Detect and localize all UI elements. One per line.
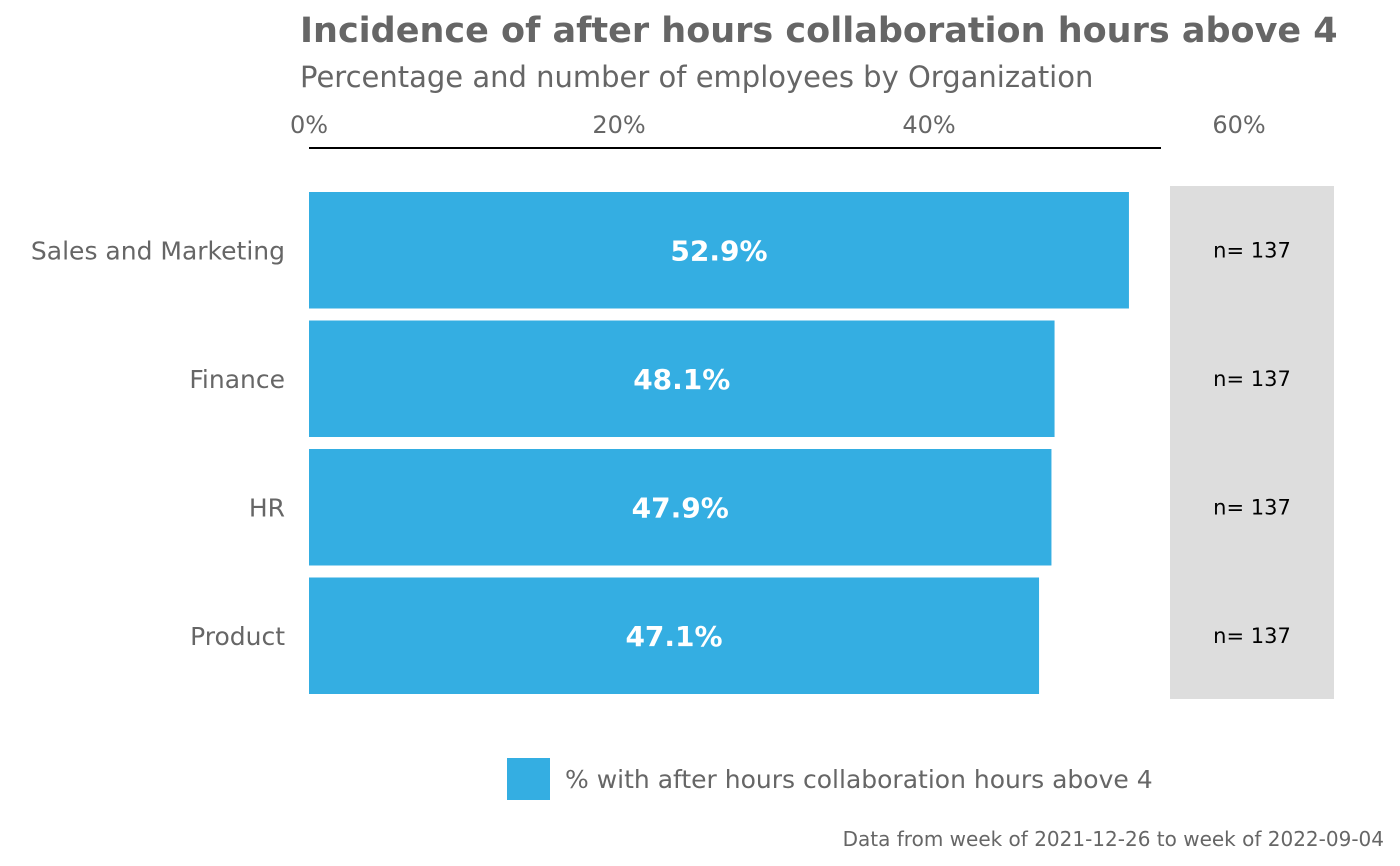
category-label: HR bbox=[249, 493, 285, 522]
bar-value-label: 48.1% bbox=[633, 363, 730, 396]
bars bbox=[309, 192, 1129, 694]
bar bbox=[309, 320, 1055, 437]
bar bbox=[309, 192, 1129, 309]
x-tick-label: 20% bbox=[592, 111, 645, 139]
bar bbox=[309, 449, 1052, 566]
count-label: n= 137 bbox=[1213, 495, 1291, 519]
chart-title: Incidence of after hours collaboration h… bbox=[300, 11, 1338, 51]
category-label: Sales and Marketing bbox=[31, 236, 285, 265]
x-tick-label: 60% bbox=[1212, 111, 1265, 139]
legend-swatch bbox=[507, 758, 550, 800]
category-labels: Sales and Marketing Finance HR Product bbox=[31, 236, 285, 651]
bar-value-label: 52.9% bbox=[670, 234, 767, 267]
legend-label: % with after hours collaboration hours a… bbox=[565, 765, 1153, 794]
count-label: n= 137 bbox=[1213, 238, 1291, 262]
count-labels: n= 137 n= 137 n= 137 n= 137 bbox=[1213, 238, 1291, 648]
bar-value-label: 47.1% bbox=[625, 620, 722, 653]
x-tick-label: 40% bbox=[902, 111, 955, 139]
category-label: Product bbox=[190, 622, 285, 651]
x-axis: 0% 20% 40% 60% bbox=[290, 111, 1266, 139]
category-label: Finance bbox=[189, 365, 285, 394]
chart-subtitle: Percentage and number of employees by Or… bbox=[300, 60, 1093, 94]
count-label: n= 137 bbox=[1213, 367, 1291, 391]
count-panel bbox=[1170, 186, 1334, 699]
bar-labels: 52.9% 48.1% 47.9% 47.1% bbox=[625, 234, 767, 653]
count-label: n= 137 bbox=[1213, 624, 1291, 648]
chart-caption: Data from week of 2021-12-26 to week of … bbox=[843, 827, 1384, 851]
bar-value-label: 47.9% bbox=[632, 491, 729, 524]
legend: % with after hours collaboration hours a… bbox=[507, 758, 1153, 800]
x-tick-label: 0% bbox=[290, 111, 328, 139]
bar bbox=[309, 577, 1040, 694]
